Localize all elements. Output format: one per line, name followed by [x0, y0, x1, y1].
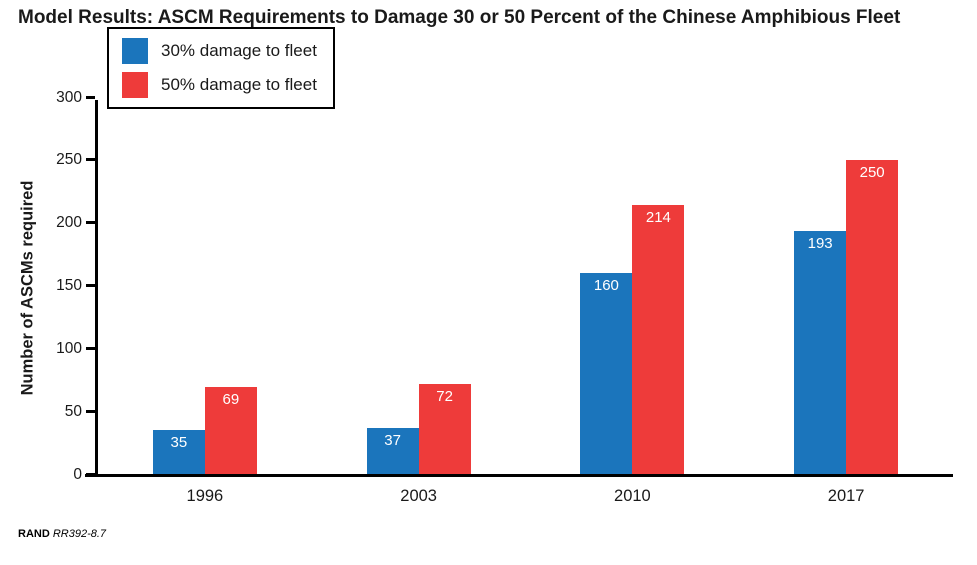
y-axis-tick: [86, 158, 95, 162]
legend-row: 50% damage to fleet: [122, 72, 317, 98]
x-axis-category-label: 2010: [614, 487, 651, 505]
x-axis-category-label: 2017: [827, 487, 865, 505]
bar-value-label: 193: [807, 235, 833, 253]
legend-swatch: [122, 38, 148, 64]
bar-groups: 35 69 1996 37 72 2003 160 214 2010 193 250 2017: [98, 100, 953, 505]
y-axis-tick: [86, 95, 95, 99]
bar-value-label: 250: [859, 163, 885, 181]
y-axis-title: Number of ASCMs required: [18, 180, 37, 396]
legend-label: 50% damage to fleet: [161, 75, 317, 94]
y-axis-tick-label: 250: [56, 151, 82, 169]
source-id: RR392-8.7: [52, 528, 107, 540]
y-axis-tick-label: 200: [56, 213, 82, 231]
source-label: RAND: [18, 528, 50, 540]
bar-50pct-2010: 214: [632, 205, 685, 474]
plot-area: 35 69 1996 37 72 2003 160 214 2010 193 250 2017 0 50…: [56, 89, 953, 505]
bar-group-2010: 160 214 2010: [580, 100, 685, 505]
source-note: RAND RR392-8.7: [18, 528, 106, 540]
bar-30pct-2003: 37: [366, 427, 419, 474]
legend-row: 30% damage to fleet: [122, 38, 317, 64]
bar-value-label: 72: [436, 387, 453, 405]
bar-value-label: 69: [222, 391, 240, 409]
bar-50pct-2003: 72: [418, 383, 471, 474]
legend-swatch: [122, 72, 148, 98]
y-axis-tick-label: 0: [73, 465, 82, 483]
bar-50pct-2017: 250: [846, 159, 899, 474]
bar-30pct-1996: 35: [152, 430, 205, 474]
y-axis-tick-label: 100: [56, 339, 82, 357]
bar-value-label: 35: [170, 434, 188, 452]
legend: 30% damage to fleet 50% damage to fleet: [107, 27, 335, 109]
y-axis-tick: [86, 409, 95, 413]
x-axis-category-label: 2003: [400, 487, 437, 505]
legend-label: 30% damage to fleet: [161, 41, 317, 60]
y-axis-tick: [86, 284, 95, 287]
y-axis-tick-label: 300: [56, 88, 82, 106]
bar-group-2003: 37 72 2003: [366, 100, 471, 505]
y-axis-tick-label: 50: [64, 402, 82, 420]
y-axis-tick: [86, 346, 95, 350]
bar-50pct-1996: 69: [204, 387, 257, 474]
bar-value-label: 160: [593, 276, 619, 294]
chart-title: Model Results: ASCM Requirements to Dama…: [18, 7, 901, 28]
bar-30pct-2010: 160: [580, 272, 633, 474]
bar-value-label: 214: [645, 209, 671, 227]
y-axis-tick: [86, 221, 95, 225]
bar-group-1996: 35 69 1996: [152, 100, 257, 505]
x-axis-category-label: 1996: [186, 487, 224, 505]
bar-value-label: 37: [384, 431, 401, 449]
y-axis-tick-label: 150: [56, 276, 82, 294]
y-axis-tick: [86, 472, 95, 476]
bar-group-2017: 193 250 2017: [794, 100, 899, 505]
bar-30pct-2017: 193: [794, 231, 847, 474]
